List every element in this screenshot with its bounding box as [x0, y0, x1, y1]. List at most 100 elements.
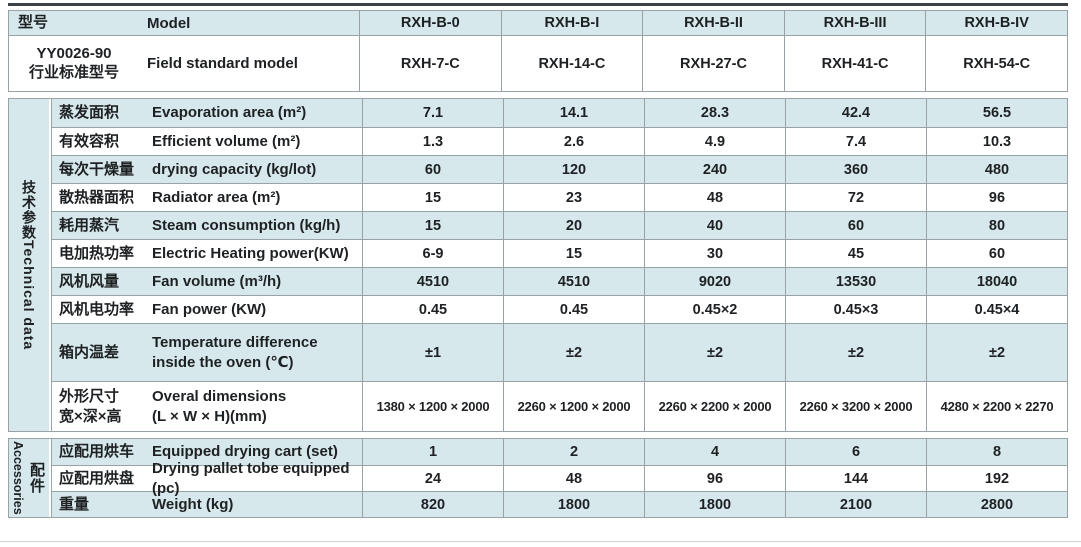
table-cell: RXH-B-III — [783, 11, 926, 35]
row-label-zh: 箱内温差 — [59, 343, 120, 361]
technical-data-section: 技术参数Technical data 蒸发面积 Evaporation area… — [8, 98, 1068, 432]
row-label-zh: 耗用蒸汽 — [59, 216, 120, 234]
accessories-section: Accessories 配件 应配用烘车 Equipped drying cart… — [8, 438, 1068, 518]
row-label: 散热器面积 Radiator area (m²) — [52, 184, 362, 211]
table-row: 有效容积 Efficient volume (m²) 1.3 2.6 4.9 7.4 1… — [52, 127, 1067, 155]
table-cell: 4510 — [362, 268, 503, 295]
table-cell: RXH-27-C — [642, 36, 784, 91]
table-cell: RXH-B-II — [642, 11, 784, 35]
table-cell: 96 — [926, 184, 1067, 211]
table-cell: 60 — [362, 156, 503, 183]
technical-data-rows: 蒸发面积 Evaporation area (m²) 7.1 14.1 28.3 42… — [51, 99, 1067, 431]
row-label-en: Weight (kg) — [152, 495, 234, 513]
table-cell: 1.3 — [362, 128, 503, 155]
table-cell: 7.1 — [362, 99, 503, 127]
table-cell: ±2 — [785, 324, 926, 381]
table-cell: 0.45×2 — [644, 296, 785, 323]
table-row-model: 型号 Model RXH-B-0 RXH-B-I RXH-B-II RXH-B-III… — [9, 11, 1067, 35]
table-row: 蒸发面积 Evaporation area (m²) 7.1 14.1 28.3 42… — [52, 99, 1067, 127]
row-label-zh: 蒸发面积 — [59, 104, 120, 122]
row-label-zh: 每次干燥量 — [59, 160, 135, 178]
table-cell: ±2 — [503, 324, 644, 381]
table-cell: 2100 — [785, 492, 926, 517]
table-cell: 2.6 — [503, 128, 644, 155]
table-cell: 0.45 — [362, 296, 503, 323]
table-cell: RXH-B-0 — [359, 11, 501, 35]
table-cell: RXH-54-C — [925, 36, 1067, 91]
row-label-en: Fan volume (m³/h) — [152, 272, 282, 290]
row-label: 箱内温差 Temperature difference inside the o… — [52, 324, 362, 381]
row-label-en: Fan power (KW) — [152, 300, 267, 318]
table-cell: 6-9 — [362, 240, 503, 267]
table-cell: 2260 × 3200 × 2000 — [785, 382, 926, 431]
table-row: 散热器面积 Radiator area (m²) 15 23 48 72 96 — [52, 183, 1067, 211]
table-cell: 0.45 — [503, 296, 644, 323]
table-cell: 1800 — [644, 492, 785, 517]
table-cell: 144 — [785, 466, 926, 491]
table-cell: 23 — [503, 184, 644, 211]
table-cell: 20 — [503, 212, 644, 239]
table-row: 电加热功率 Electric Heating power(KW) 6-9 15 30… — [52, 239, 1067, 267]
table-cell: 48 — [644, 184, 785, 211]
row-label: 有效容积 Efficient volume (m²) — [52, 128, 362, 155]
row-label-en: Overal dimensions (L × W × H)(mm) — [152, 388, 287, 425]
table-cell: 15 — [362, 184, 503, 211]
table-cell: 60 — [926, 240, 1067, 267]
row-label-zh: 电加热功率 — [59, 244, 135, 262]
header-section: 型号 Model RXH-B-0 RXH-B-I RXH-B-II RXH-B-III… — [8, 10, 1068, 92]
group-label-zh: 配件 — [28, 462, 45, 494]
table-cell: 28.3 — [644, 99, 785, 127]
table-cell: 7.4 — [785, 128, 926, 155]
table-row: 重量 Weight (kg) 820 1800 1800 2100 2800 — [52, 491, 1067, 517]
table-cell: 4510 — [503, 268, 644, 295]
table-row-field-standard-model: YY0026-90 行业标准型号 Field standard model RX… — [9, 35, 1067, 91]
row-label-en: Field standard model — [147, 55, 298, 72]
table-cell: 8 — [926, 439, 1067, 465]
table-cell: 18040 — [926, 268, 1067, 295]
group-label-en: Accessories — [11, 441, 25, 515]
row-label-en: Radiator area (m²) — [152, 188, 281, 206]
row-label: 每次干燥量 drying capacity (kg/lot) — [52, 156, 362, 183]
table-row: 风机风量 Fan volume (m³/h) 4510 4510 9020 13530… — [52, 267, 1067, 295]
table-cell: ±1 — [362, 324, 503, 381]
row-label: 型号 Model — [9, 11, 359, 35]
table-cell: 1 — [362, 439, 503, 465]
table-cell: 480 — [926, 156, 1067, 183]
table-cell: 96 — [644, 466, 785, 491]
table-cell: 2260 × 2200 × 2000 — [644, 382, 785, 431]
table-cell: 360 — [785, 156, 926, 183]
table-cell: ±2 — [926, 324, 1067, 381]
table-cell: 48 — [503, 466, 644, 491]
table-cell: 45 — [785, 240, 926, 267]
table-cell: 42.4 — [785, 99, 926, 127]
group-label-accessories: Accessories 配件 — [9, 439, 49, 517]
table-cell: 24 — [362, 466, 503, 491]
group-label-technical-data: 技术参数Technical data — [9, 99, 49, 431]
table-cell: RXH-14-C — [500, 36, 643, 91]
row-label-zh: YY0026-90 行业标准型号 — [28, 44, 119, 81]
row-label-zh: 外形尺寸 宽×深×高 — [59, 388, 122, 425]
table-cell: 9020 — [644, 268, 785, 295]
table-cell: 4.9 — [644, 128, 785, 155]
group-label-text: 技术参数Technical data — [21, 179, 37, 351]
top-rule — [8, 3, 1068, 6]
row-label-en: Model — [147, 14, 191, 32]
table-cell: 10.3 — [926, 128, 1067, 155]
table-cell: 4 — [644, 439, 785, 465]
table-row: 每次干燥量 drying capacity (kg/lot) 60 120 240 3… — [52, 155, 1067, 183]
row-label: 蒸发面积 Evaporation area (m²) — [52, 99, 362, 127]
table-row: 风机电功率 Fan power (KW) 0.45 0.45 0.45×2 0.45×… — [52, 295, 1067, 323]
table-cell: 6 — [785, 439, 926, 465]
table-cell: 80 — [926, 212, 1067, 239]
table-cell: ±2 — [644, 324, 785, 381]
row-label-en: drying capacity (kg/lot) — [152, 160, 317, 178]
row-label-en: Drying pallet tobe equipped (pc) — [152, 460, 350, 497]
row-label: 风机电功率 Fan power (KW) — [52, 296, 362, 323]
row-label: 外形尺寸 宽×深×高 Overal dimensions (L × W × H)… — [52, 382, 362, 431]
row-label-zh: 散热器面积 — [59, 188, 135, 206]
table-cell: 120 — [503, 156, 644, 183]
row-label: YY0026-90 行业标准型号 Field standard model — [9, 36, 359, 91]
row-label: 重量 Weight (kg) — [52, 492, 362, 517]
